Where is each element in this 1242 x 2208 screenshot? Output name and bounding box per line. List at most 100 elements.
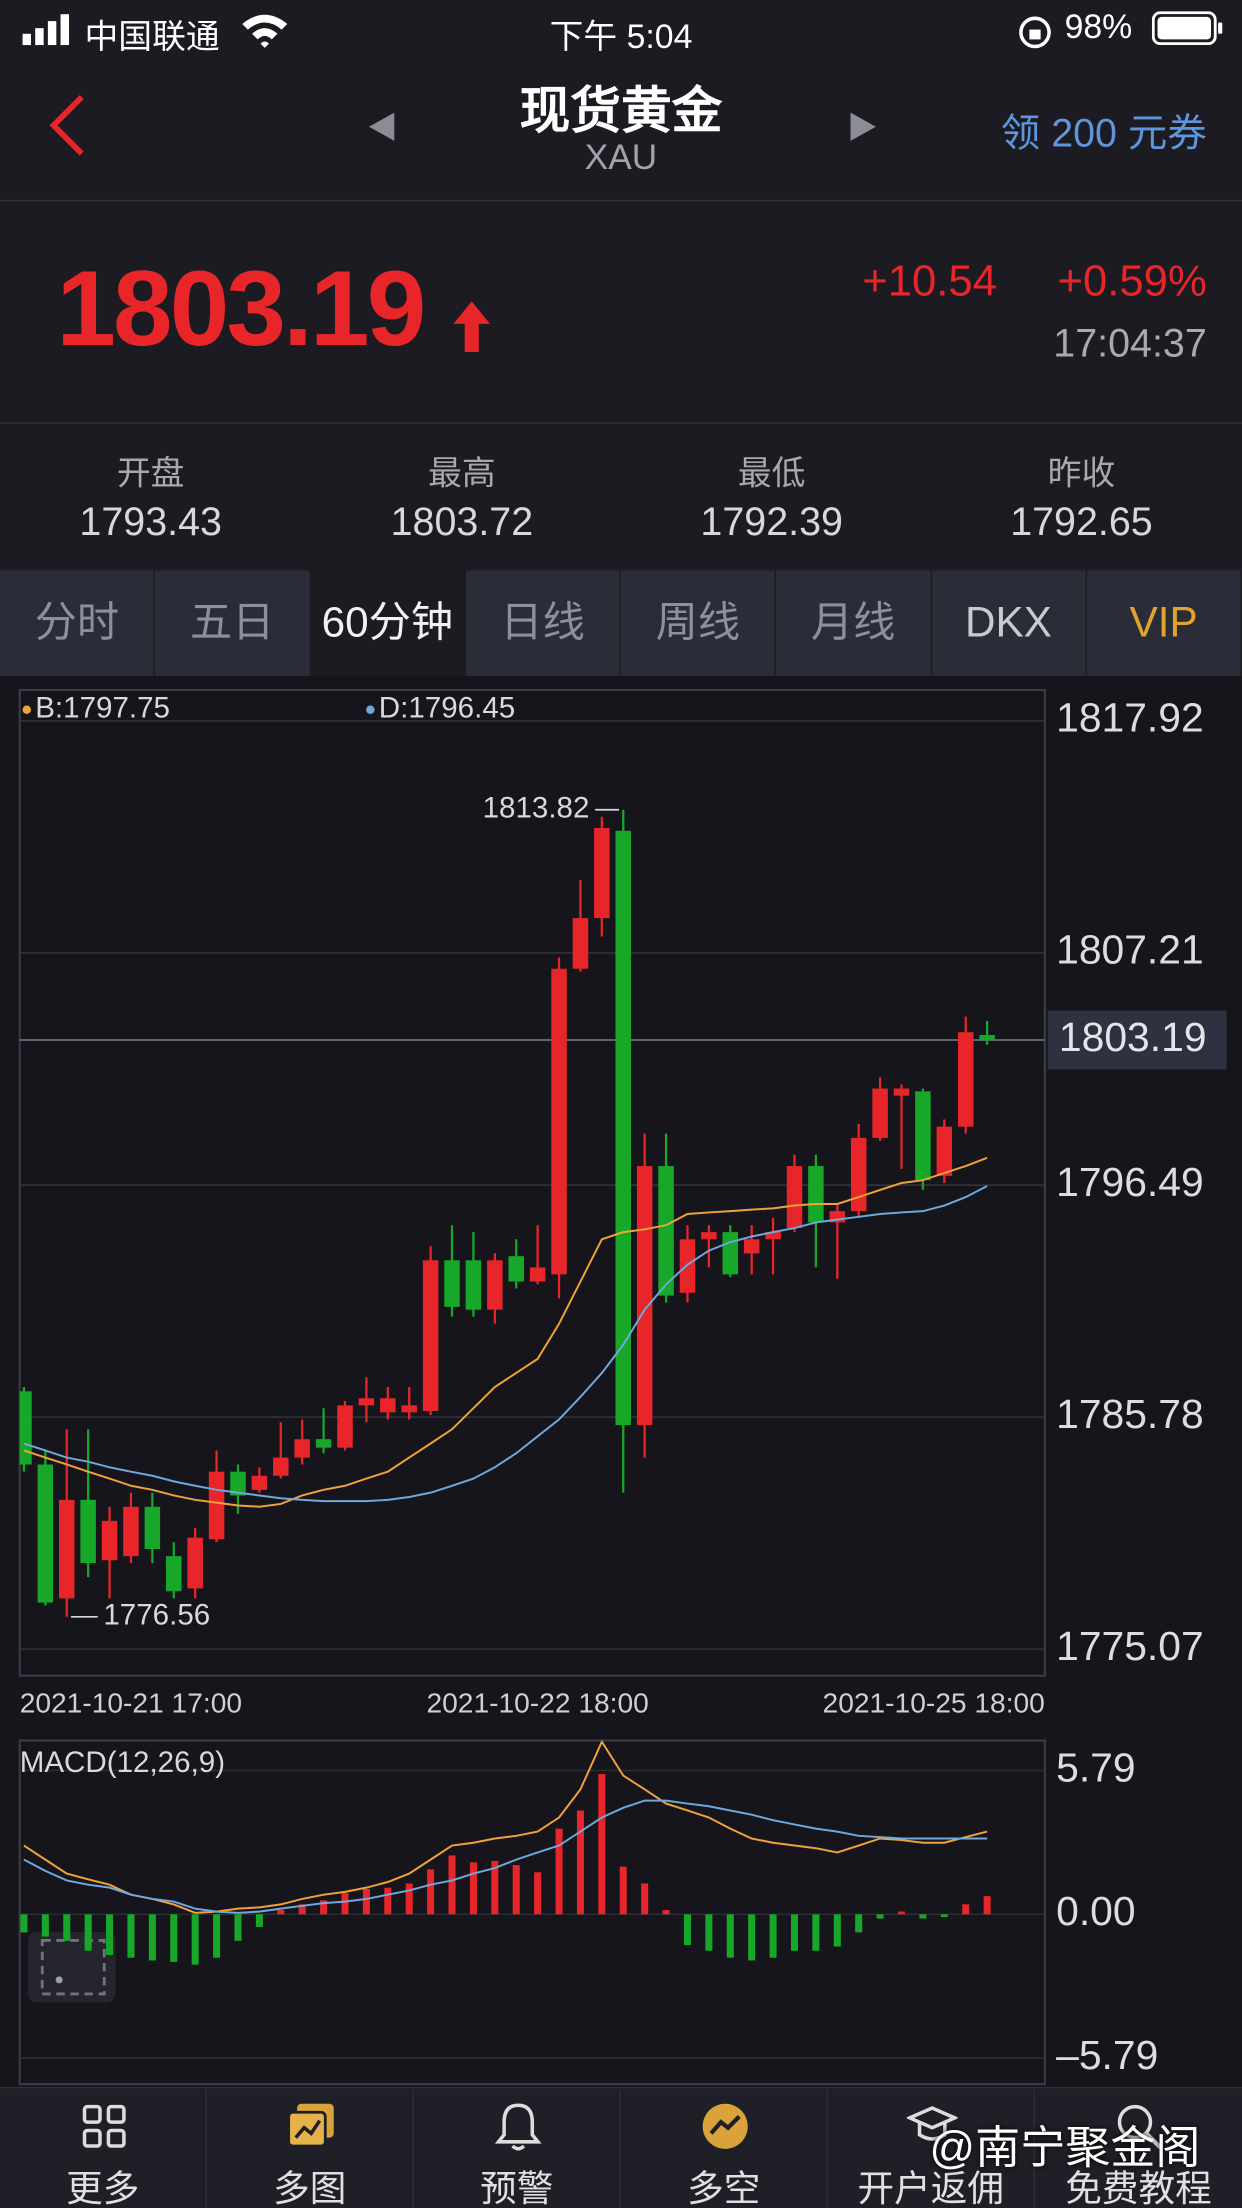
candle-body (508, 1256, 524, 1282)
low-annotation: 1776.56 (103, 1599, 210, 1632)
macd-bar (320, 1900, 328, 1915)
next-button[interactable] (845, 110, 879, 144)
y-tick-label: 0.00 (1056, 1888, 1135, 1934)
nav-icon[interactable] (1114, 2101, 1165, 2152)
back-button[interactable] (42, 93, 90, 158)
macd-bar (20, 1914, 28, 1933)
previous-button[interactable] (366, 110, 400, 144)
macd-bar (427, 1869, 435, 1915)
tab[interactable]: 周线 (620, 570, 777, 676)
candle-body (658, 1166, 674, 1296)
candle-body (37, 1464, 54, 1603)
indicator-toggle-icon[interactable] (28, 1931, 116, 2003)
nav-label[interactable]: 更多 (66, 2167, 140, 2208)
coupon-link[interactable]: 领 200 元券 (1000, 111, 1207, 155)
tab[interactable]: 日线 (465, 570, 621, 676)
tab-active[interactable]: 60分钟 (310, 570, 466, 676)
price-plot-frame (18, 688, 1046, 1677)
nav-item[interactable]: 多图 (207, 2089, 414, 2208)
candle-body (615, 830, 631, 1426)
legend-label: B:1797.75 (35, 692, 170, 725)
nav-label[interactable]: 免费教程 (1065, 2167, 1212, 2208)
y-tick-label: 1796.49 (1056, 1159, 1204, 1205)
candle-body (358, 1398, 375, 1406)
stat-value: 1793.43 (79, 499, 222, 544)
nav-label[interactable]: 多图 (273, 2167, 347, 2208)
macd-bar (662, 1910, 670, 1915)
legend-label: D:1796.45 (379, 692, 515, 725)
icon-frame[interactable] (40, 1939, 106, 1996)
x-tick-label: 2021-10-22 18:00 (426, 1688, 648, 1719)
candle-body (529, 1267, 546, 1282)
macd-bar (127, 1914, 135, 1958)
macd-bar (469, 1862, 477, 1915)
y-tick-label: 1807.21 (1056, 927, 1204, 973)
nav-item[interactable]: 开户返佣 (828, 2089, 1035, 2208)
macd-bar (106, 1914, 114, 1955)
tab[interactable]: 月线 (776, 570, 932, 676)
x-tick-label: 2021-10-25 18:00 (823, 1688, 1045, 1719)
divider (0, 422, 1242, 424)
tab[interactable]: VIP (1086, 570, 1242, 676)
price-change-percent: +0.59% (1057, 256, 1207, 306)
tab[interactable]: DKX (931, 570, 1087, 676)
indicator-title: MACD(12,26,9) (20, 1746, 225, 1779)
nav-label[interactable]: 多空 (687, 2167, 761, 2208)
icon-dot[interactable] (55, 1976, 63, 1984)
macd-bar (555, 1828, 563, 1915)
macd-bar (962, 1904, 970, 1915)
nav-item[interactable]: 更多 (0, 2089, 207, 2208)
macd-bar (705, 1914, 713, 1951)
nav-item[interactable]: 多空 (621, 2089, 828, 2208)
nav-icon[interactable] (82, 2104, 127, 2149)
stat-value: 1792.39 (700, 499, 843, 544)
nav-icon[interactable] (700, 2101, 751, 2152)
tab[interactable]: 分时 (0, 570, 156, 676)
macd-bar (683, 1914, 691, 1946)
macd-bar (277, 1910, 285, 1915)
watermark: @南宁聚金阁 (929, 2122, 1201, 2173)
macd-bar (598, 1774, 606, 1915)
candle-body (786, 1166, 803, 1229)
candle-body (273, 1457, 289, 1476)
nav-icon[interactable] (494, 2101, 542, 2152)
nav-label[interactable]: 开户返佣 (857, 2167, 1005, 2208)
candle-body (59, 1499, 75, 1599)
y-tick-label: 1775.07 (1056, 1623, 1204, 1669)
price-change: +10.54 (862, 256, 997, 306)
tab[interactable]: 五日 (155, 570, 311, 676)
clock: 下午 5:04 (549, 18, 693, 57)
quote-time: 17:04:37 (1053, 321, 1207, 365)
candle-body (19, 1391, 32, 1465)
macd-plot (20, 1740, 991, 1965)
nav-label[interactable]: 预警 (480, 2167, 554, 2208)
candle-body (722, 1232, 739, 1275)
candle-body (444, 1260, 460, 1307)
icon-background[interactable] (28, 1931, 116, 2003)
macd-bar (191, 1914, 199, 1965)
nav-icon[interactable] (906, 2101, 958, 2152)
candle-body (572, 918, 589, 969)
bottom-nav (0, 2086, 1242, 2208)
candle-body (701, 1232, 717, 1240)
macd-bar (919, 1914, 927, 1919)
macd-bar (983, 1896, 991, 1915)
up-arrow (453, 301, 491, 353)
macd-bar (405, 1883, 413, 1915)
nav-item[interactable]: 预警 (414, 2089, 621, 2208)
macd-bar (897, 1911, 906, 1915)
macd-bar (41, 1914, 49, 1937)
candle-body (893, 1088, 910, 1096)
stat-label: 开盘 (116, 454, 185, 493)
wifi-icon (242, 14, 288, 48)
macd-bar (298, 1904, 306, 1915)
carrier: 中国联通 (84, 18, 220, 57)
macd-bar (790, 1914, 799, 1951)
nav-item[interactable]: 免费教程 (1035, 2090, 1242, 2208)
candle-body (915, 1091, 931, 1181)
macd-bar (534, 1872, 542, 1915)
nav-icon[interactable] (286, 2101, 337, 2152)
candle-body (765, 1232, 781, 1240)
macd-bar (812, 1914, 820, 1951)
